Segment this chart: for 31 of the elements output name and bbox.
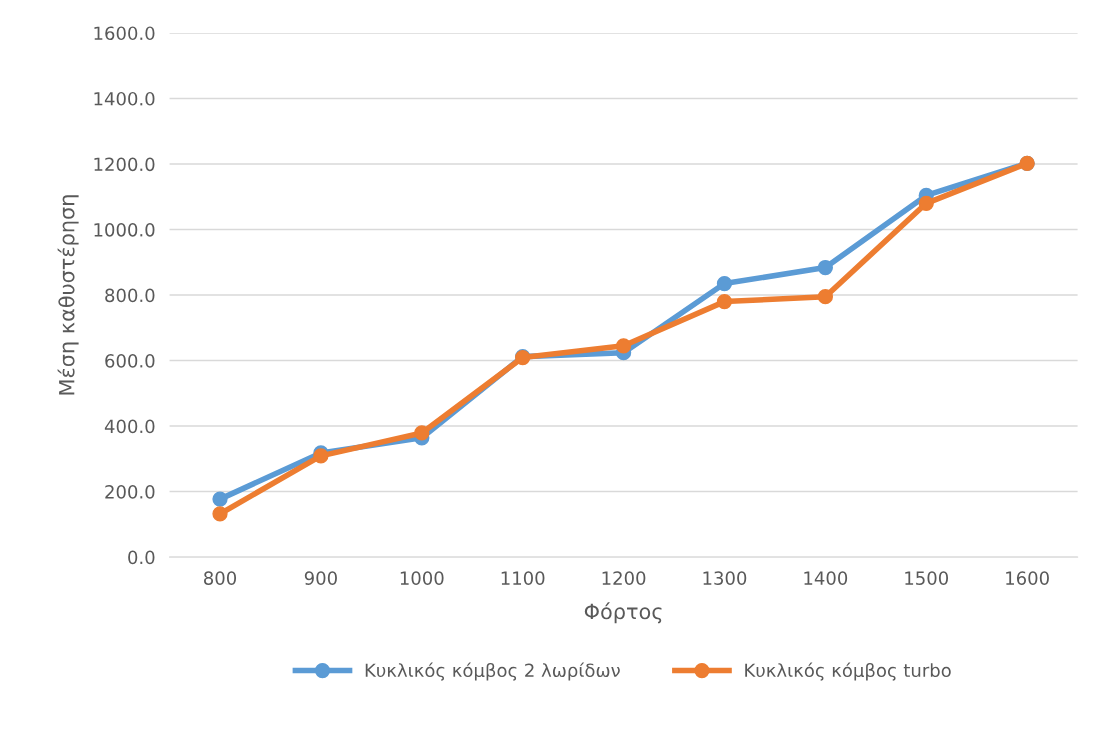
point: [212, 491, 228, 507]
x-axis-title: Φόρτος: [584, 602, 662, 624]
y-tick-label: 1200.0: [94, 157, 155, 172]
x-tick-label: 800: [204, 571, 237, 585]
point: [817, 259, 834, 276]
x-tick-label: 900: [304, 571, 337, 585]
point: [615, 338, 632, 354]
point: [817, 289, 834, 305]
x-tick-label: 1400: [804, 571, 848, 585]
y-tick-label: 400.0: [104, 419, 155, 434]
y-tick-label: 800.0: [105, 288, 155, 303]
point: [918, 195, 934, 211]
point: [212, 506, 228, 522]
y-tick-label: 200.0: [105, 485, 155, 499]
y-tick-label: 600.0: [105, 354, 155, 368]
y-tick-label: 1000.0: [94, 222, 155, 237]
x-tick-label: 1600: [1006, 571, 1049, 585]
legend-label: Κυκλικός κόμβος 2 λωρίδων: [365, 662, 620, 681]
x-tick-label: 1500: [905, 571, 949, 585]
point: [716, 293, 733, 310]
y-tick-label: 0.0: [128, 550, 155, 565]
x-tick-label: 1100: [501, 571, 545, 585]
point: [414, 425, 430, 441]
legend-label: Κυκλικός κόμβος turbo: [745, 662, 951, 681]
y-tick-label: 1400.0: [94, 91, 155, 106]
y-tick-label: 1600.0: [94, 26, 155, 41]
y-axis-title: Μέση καθυστέρηση: [57, 195, 79, 395]
x-tick-label: 1000: [400, 571, 444, 585]
x-tick-label: 1300: [703, 571, 747, 585]
x-tick-label: 1200: [602, 571, 646, 585]
point: [716, 275, 733, 292]
